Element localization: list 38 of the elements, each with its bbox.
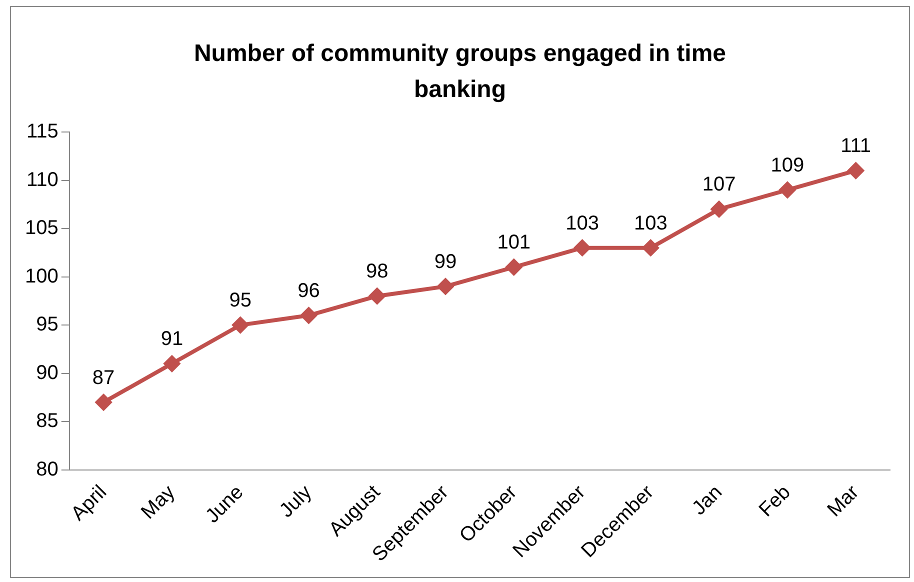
x-tick-label: Mar — [823, 480, 864, 522]
data-label: 95 — [229, 290, 252, 312]
y-tick-label: 85 — [36, 410, 58, 432]
x-tick-label: Feb — [754, 481, 795, 522]
data-label: 96 — [298, 280, 320, 302]
chart-title: Number of community groups engaged in time banking — [192, 39, 728, 105]
data-label: 99 — [434, 250, 457, 273]
x-tick-label: July — [275, 481, 316, 522]
x-tick-label: Jan — [688, 481, 726, 520]
point — [437, 278, 454, 294]
data-label: 107 — [702, 174, 736, 196]
y-tick-label: 90 — [36, 362, 58, 384]
point — [642, 240, 659, 256]
point — [164, 356, 180, 372]
x-tick-label: May — [137, 481, 180, 524]
data-label: 103 — [634, 212, 668, 234]
point — [96, 394, 112, 410]
data-label: 87 — [92, 366, 115, 389]
point — [574, 240, 590, 256]
y-tick-label: 110 — [26, 168, 58, 191]
point — [848, 162, 864, 179]
point — [300, 307, 317, 324]
point — [506, 259, 522, 276]
point — [779, 182, 796, 198]
data-label: 111 — [840, 135, 872, 158]
y-tick-label: 105 — [24, 217, 58, 240]
data-label: 109 — [770, 154, 804, 176]
data-label: 98 — [366, 260, 388, 283]
y-tick-label: 100 — [24, 265, 58, 288]
data-label: 101 — [497, 232, 531, 254]
data-label: 91 — [160, 328, 184, 350]
data-label: 103 — [566, 212, 599, 234]
y-tick-label: 115 — [26, 120, 58, 143]
y-tick-label: 80 — [36, 458, 58, 480]
y-tick-label: 95 — [36, 314, 58, 336]
point — [711, 201, 728, 218]
point — [369, 288, 386, 304]
point — [232, 317, 248, 334]
